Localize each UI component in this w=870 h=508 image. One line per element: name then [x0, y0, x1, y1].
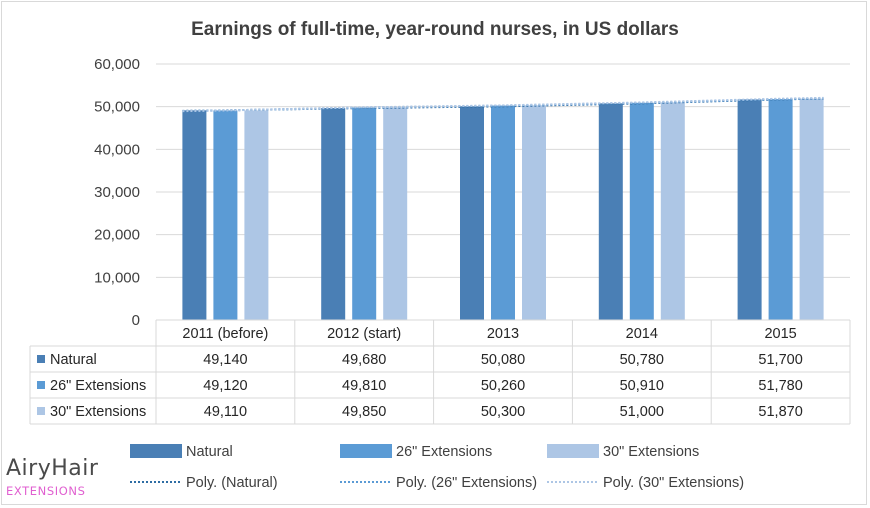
data-label: 50,780 [620, 352, 664, 368]
bar [660, 102, 685, 321]
data-label: 49,810 [342, 378, 386, 394]
table-series-name: Natural [50, 352, 97, 368]
trendlines [182, 96, 824, 113]
trendline [182, 96, 824, 113]
data-label: 49,680 [342, 352, 386, 368]
data-label: 50,260 [481, 378, 525, 394]
data-label: 49,110 [204, 404, 247, 420]
airyhair-logo: AiryHair EXTENSIONS [6, 456, 99, 499]
data-label: 51,700 [758, 352, 802, 368]
bar [460, 106, 484, 320]
table-series-name: 26" Extensions [50, 378, 146, 394]
data-label: 49,140 [203, 352, 247, 368]
table-legend-key [37, 407, 45, 415]
logo-wordmark: AiryHair [6, 456, 99, 481]
y-tick-label: 60,000 [94, 56, 140, 73]
legend: Natural 26" Extensions 30" Extensions Poly.… [130, 444, 744, 491]
legend-label: Poly. (Natural) [186, 475, 278, 491]
data-label: 51,870 [758, 404, 802, 420]
bar [737, 99, 762, 320]
x-tick-label: 2011 (before) [182, 326, 268, 342]
x-tick-label: 2012 (start) [327, 326, 401, 342]
bar [629, 102, 654, 320]
bar [522, 105, 546, 321]
x-tick-label: 2013 [487, 326, 519, 342]
bar [768, 99, 793, 321]
bar [321, 108, 346, 320]
legend-label: 26" Extensions [396, 444, 492, 460]
data-label: 49,120 [203, 378, 247, 394]
bar [213, 110, 238, 321]
legend-swatch [340, 444, 392, 458]
legend-label: Poly. (26" Extensions) [396, 475, 537, 491]
y-tick-label: 0 [132, 312, 140, 329]
data-label: 51,000 [620, 404, 664, 420]
y-tick-label: 50,000 [94, 99, 140, 116]
bar [799, 98, 824, 320]
chart-title: Earnings of full-time, year-round nurses… [191, 19, 679, 40]
legend-label: Poly. (30" Extensions) [603, 475, 744, 491]
y-tick-label: 40,000 [94, 141, 140, 158]
bar [244, 110, 269, 321]
bar [352, 107, 377, 321]
legend-label: 30" Extensions [603, 444, 699, 460]
logo-subtitle: EXTENSIONS [6, 484, 86, 498]
bars [182, 98, 824, 321]
y-axis-ticks: 0 10,000 20,000 30,000 40,000 50,000 60,000 [94, 56, 140, 329]
bar [598, 103, 623, 320]
data-label: 51,780 [758, 378, 802, 394]
data-label: 50,300 [481, 404, 525, 420]
legend-label: Natural [186, 444, 233, 460]
bar [182, 110, 207, 320]
bar [383, 107, 408, 320]
table-series-name: 30" Extensions [50, 404, 146, 420]
legend-swatch [547, 444, 599, 458]
data-label: 50,910 [620, 378, 664, 394]
table-legend-key [37, 381, 45, 389]
bar [491, 105, 515, 320]
x-tick-label: 2014 [626, 326, 658, 342]
x-tick-label: 2015 [764, 326, 796, 342]
y-tick-label: 20,000 [94, 227, 140, 244]
table-legend-key [37, 355, 45, 363]
data-label: 50,080 [481, 352, 525, 368]
y-tick-label: 30,000 [94, 184, 140, 201]
y-tick-label: 10,000 [94, 269, 140, 286]
legend-swatch [130, 444, 182, 458]
data-table: 2011 (before) 2012 (start) 2013 2014 2015 Nat… [29, 319, 851, 425]
data-label: 49,850 [342, 404, 386, 420]
